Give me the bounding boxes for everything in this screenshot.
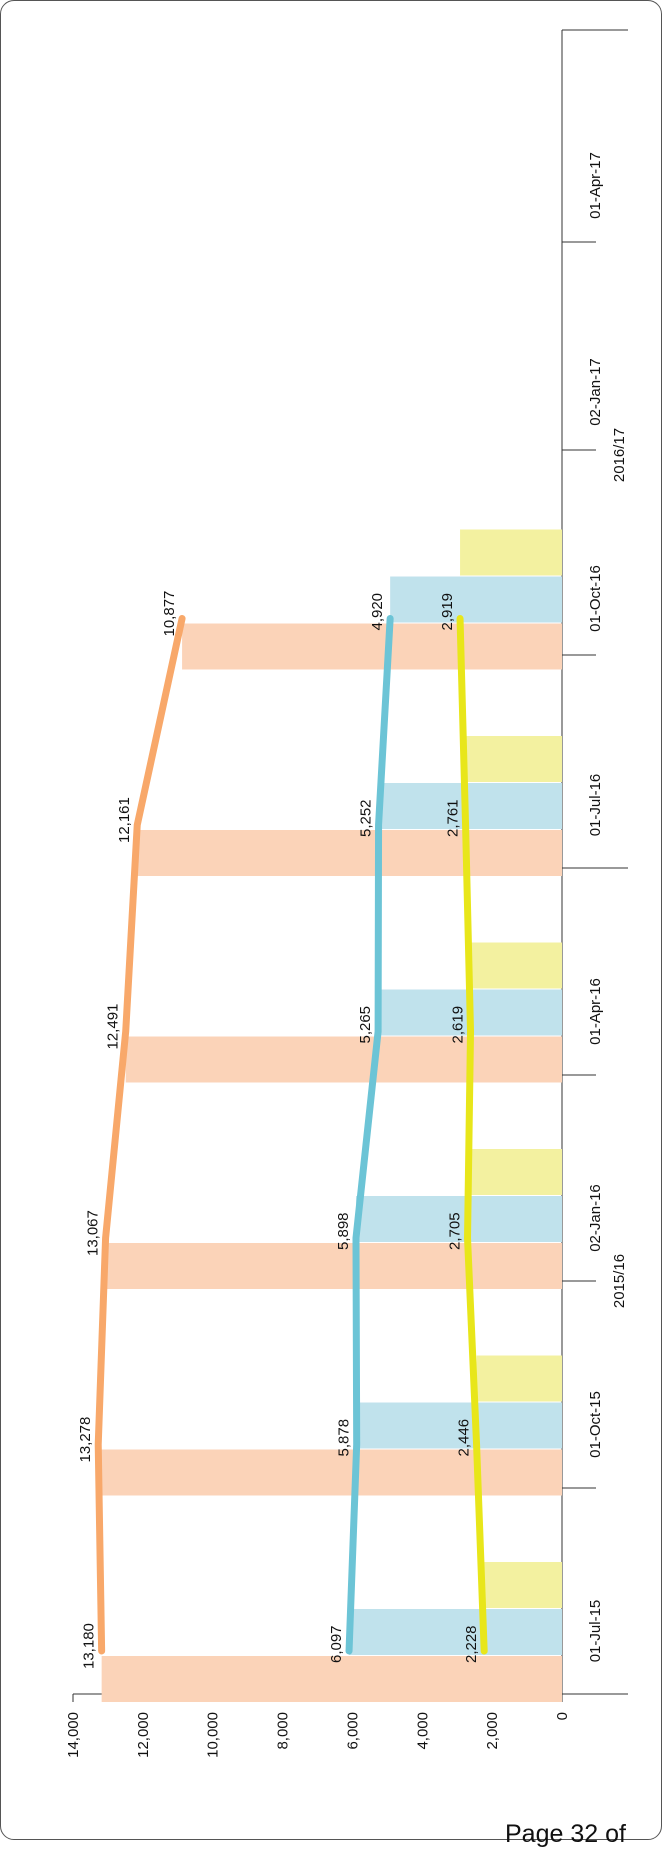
bar-series-3	[484, 1562, 562, 1608]
bar-series-2	[355, 1196, 562, 1242]
value-axis-tick-label: 14,000	[65, 1712, 82, 1758]
data-label-series-2: 4,920	[369, 593, 386, 631]
bar-series-2	[378, 783, 562, 829]
category-tick-label: 01-Apr-16	[587, 978, 604, 1045]
data-label-series-2: 5,898	[335, 1212, 352, 1250]
data-label-series-2: 6,097	[328, 1625, 345, 1663]
bar-series-1	[98, 1449, 562, 1496]
category-tick-label: 01-Jul-16	[587, 774, 604, 837]
category-tick-label: 01-Oct-15	[587, 1391, 604, 1458]
data-label-series-3: 2,761	[445, 799, 462, 837]
data-label-series-2: 5,878	[336, 1419, 353, 1457]
category-tick-label: 02-Jan-16	[587, 1184, 604, 1252]
bar-series-1	[105, 1243, 563, 1289]
bar-series-3	[470, 942, 562, 989]
bar-series-2	[390, 576, 562, 623]
data-label-series-1: 12,161	[116, 797, 133, 843]
data-label-series-3: 2,228	[463, 1625, 480, 1663]
bar-series-1	[137, 830, 562, 876]
line-series-2	[345, 615, 394, 1655]
bar-series-3	[467, 1149, 562, 1195]
bar-series-2	[356, 1402, 562, 1449]
bar-series-1	[182, 623, 563, 670]
bar-series-3	[476, 1355, 562, 1402]
category-tick-label: 01-Oct-16	[587, 565, 604, 632]
data-label-series-1: 12,491	[105, 1004, 122, 1050]
value-axis-tick-label: 2,000	[484, 1712, 501, 1750]
data-label-series-3: 2,919	[439, 593, 456, 631]
data-label-series-1: 13,067	[85, 1210, 102, 1256]
bar-series-1	[125, 1036, 562, 1083]
value-axis-tick-label: 12,000	[135, 1712, 152, 1758]
data-label-series-3: 2,446	[456, 1419, 473, 1457]
value-axis-tick-label: 8,000	[275, 1712, 292, 1750]
category-tick-label: 02-Jan-17	[587, 358, 604, 426]
value-axis-tick-label: 4,000	[414, 1712, 431, 1750]
value-axis-tick-label: 0	[554, 1712, 571, 1720]
page-footer: Page 32 of	[505, 1820, 626, 1848]
data-label-series-2: 5,252	[358, 799, 375, 837]
bar-series-2	[349, 1609, 562, 1655]
category-tick-label: 01-Jul-15	[587, 1600, 604, 1663]
data-label-series-1: 13,278	[77, 1417, 94, 1463]
category-tick-label: 01-Apr-17	[587, 152, 604, 219]
value-axis-tick-label: 10,000	[205, 1712, 222, 1758]
data-label-series-3: 2,619	[450, 1006, 467, 1044]
period-label: 2016/17	[611, 428, 628, 482]
line-series-1	[94, 615, 186, 1655]
bar-series-1	[101, 1656, 563, 1702]
data-label-series-1: 13,180	[81, 1623, 98, 1669]
data-label-series-2: 5,265	[357, 1006, 374, 1044]
bar-series-3	[465, 736, 562, 782]
line-series-3	[456, 615, 488, 1655]
value-axis-tick-label: 6,000	[344, 1712, 361, 1750]
data-label-series-3: 2,705	[447, 1212, 464, 1250]
period-label: 2015/16	[611, 1254, 628, 1308]
bar-series-3	[460, 529, 562, 576]
data-label-series-1: 10,877	[161, 591, 178, 637]
